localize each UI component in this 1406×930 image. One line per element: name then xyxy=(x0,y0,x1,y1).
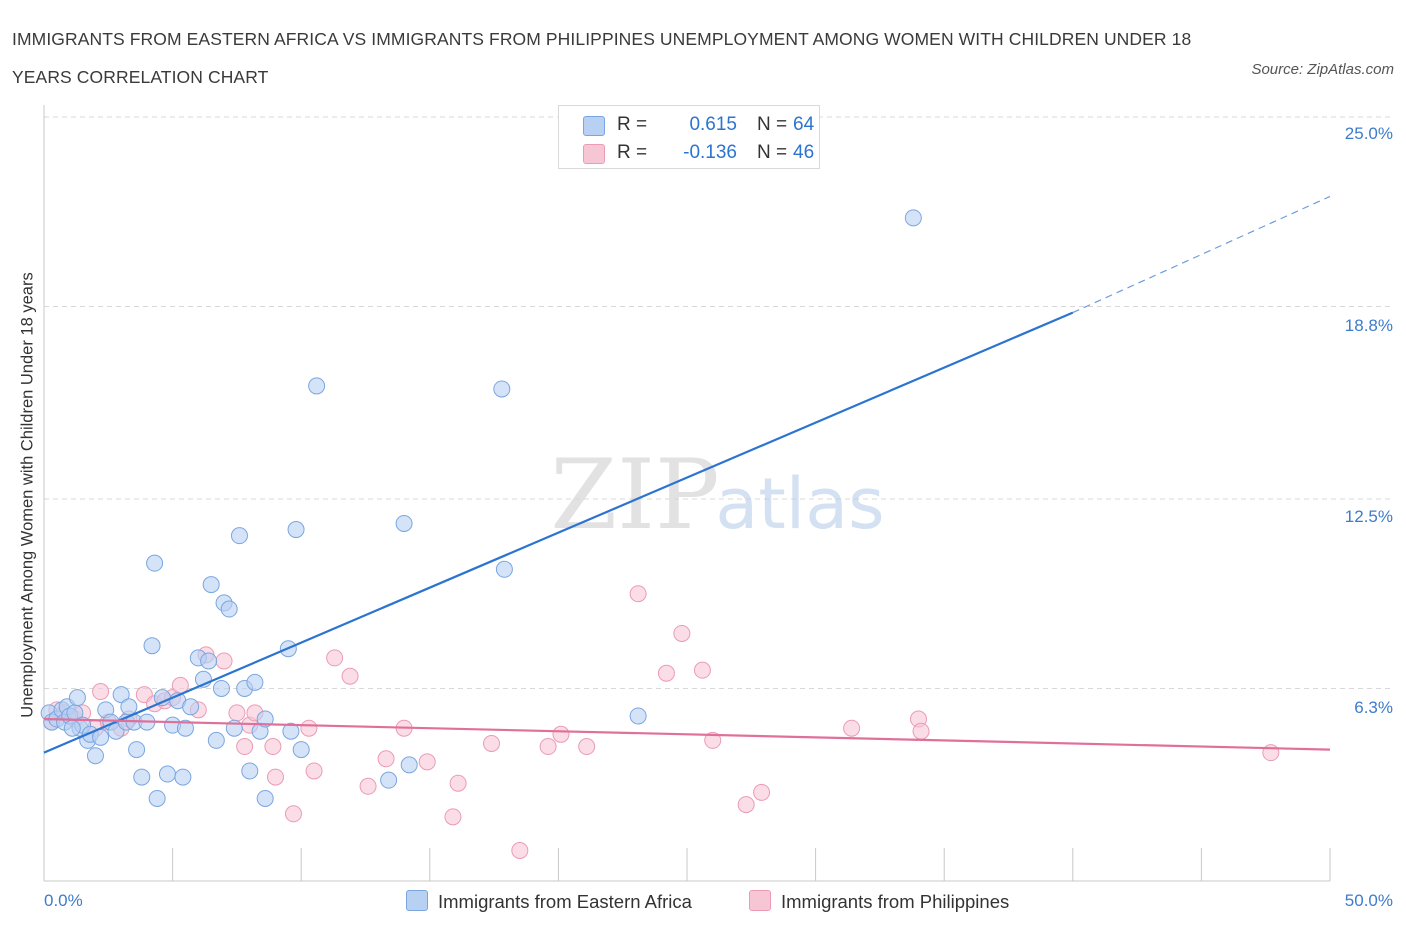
eastern-africa-point xyxy=(230,527,248,545)
legend-label: Immigrants from Philippines xyxy=(781,891,1010,912)
philippines-point xyxy=(284,805,302,823)
eastern-africa-point xyxy=(904,209,922,227)
r-label: R = xyxy=(617,114,648,135)
n-value: 64 xyxy=(793,114,815,135)
philippines-point xyxy=(483,734,501,752)
legend-label: Immigrants from Eastern Africa xyxy=(438,891,692,912)
x-tick-label-min: 0.0% xyxy=(44,891,83,910)
eastern-africa-point xyxy=(308,377,326,395)
philippines-point xyxy=(236,738,254,756)
eastern-africa-point xyxy=(256,789,274,807)
philippines-point xyxy=(539,738,557,756)
philippines-point xyxy=(629,585,647,603)
philippines-point xyxy=(704,731,722,749)
philippines-point xyxy=(215,652,233,670)
legend-item-philippines[interactable]: Immigrants from Philippines xyxy=(749,889,1009,915)
watermark-zip: ZIP xyxy=(550,439,719,551)
eastern-africa-trend-extension xyxy=(1072,195,1331,314)
y-tick-label-6-3: 6.3% xyxy=(1354,698,1393,717)
blue-swatch xyxy=(406,890,428,911)
stats-legend: R = 0.615 N = 64 R = -0.136 N = 46 xyxy=(558,105,820,169)
eastern-africa-point xyxy=(120,698,138,716)
chart-title: IMMIGRANTS FROM EASTERN AFRICA VS IMMIGR… xyxy=(12,29,1192,87)
philippines-point xyxy=(449,774,467,792)
philippines-point xyxy=(693,661,711,679)
philippines-point xyxy=(266,768,284,786)
eastern-africa-point xyxy=(493,380,511,398)
source-label: Source: ZipAtlas.com xyxy=(1251,61,1394,78)
eastern-africa-point xyxy=(220,600,238,618)
watermark: ZIP atlas xyxy=(550,439,884,551)
eastern-africa-point xyxy=(146,554,164,572)
eastern-africa-point xyxy=(380,771,398,789)
philippines-point xyxy=(305,762,323,780)
eastern-africa-trend-line xyxy=(43,311,1074,754)
philippines-point xyxy=(264,738,282,756)
philippines-point xyxy=(843,719,861,737)
y-tick-label-25: 25.0% xyxy=(1344,124,1393,143)
philippines-point xyxy=(912,722,930,740)
eastern-africa-point xyxy=(200,652,218,670)
philippines-trend-line xyxy=(43,717,1331,751)
philippines-point xyxy=(326,649,344,667)
eastern-africa-point xyxy=(282,722,300,740)
eastern-africa-point xyxy=(395,514,413,532)
philippines-point xyxy=(511,841,529,859)
eastern-africa-point xyxy=(202,576,220,594)
eastern-africa-point xyxy=(207,731,225,749)
eastern-africa-point xyxy=(143,637,161,655)
eastern-africa-point xyxy=(158,765,176,783)
watermark-atlas: atlas xyxy=(715,463,884,545)
philippines-point xyxy=(341,667,359,685)
philippines-point xyxy=(753,783,771,801)
eastern-africa-point xyxy=(287,521,305,539)
r-label: R = xyxy=(617,142,648,163)
philippines-point xyxy=(418,753,436,771)
gridlines xyxy=(44,116,1390,689)
eastern-africa-point xyxy=(241,762,259,780)
eastern-africa-point xyxy=(86,747,104,765)
eastern-africa-point xyxy=(495,560,513,578)
eastern-africa-point xyxy=(256,710,274,728)
blue-swatch xyxy=(583,116,605,136)
eastern-africa-point xyxy=(182,698,200,716)
y-tick-label-18-8: 18.8% xyxy=(1344,316,1393,335)
philippines-point xyxy=(92,683,110,701)
philippines-point xyxy=(552,725,570,743)
eastern-africa-point xyxy=(292,741,310,759)
r-value: 0.615 xyxy=(689,114,737,135)
philippines-point xyxy=(578,738,596,756)
philippines-point xyxy=(657,664,675,682)
eastern-africa-point xyxy=(112,686,130,704)
y-tick-label-12-5: 12.5% xyxy=(1344,507,1393,526)
eastern-africa-point xyxy=(174,768,192,786)
philippines-point xyxy=(377,750,395,768)
n-value: 46 xyxy=(793,142,815,163)
trend-lines xyxy=(43,195,1331,754)
eastern-africa-point xyxy=(176,719,194,737)
eastern-africa-point xyxy=(68,689,86,707)
legend-item-eastern-africa[interactable]: Immigrants from Eastern Africa xyxy=(406,889,692,915)
philippines-point xyxy=(673,624,691,642)
philippines-point xyxy=(228,704,246,722)
r-value: -0.136 xyxy=(683,142,737,163)
eastern-africa-point xyxy=(212,679,230,697)
eastern-africa-point xyxy=(148,789,166,807)
pink-swatch xyxy=(749,890,771,911)
eastern-africa-point xyxy=(63,719,81,737)
x-tick-label-max: 50.0% xyxy=(1344,891,1393,910)
philippines-point xyxy=(444,808,462,826)
eastern-africa-point xyxy=(400,756,418,774)
philippines-point xyxy=(359,777,377,795)
pink-swatch xyxy=(583,144,605,164)
philippines-point xyxy=(300,719,318,737)
n-label: N = xyxy=(757,142,788,163)
eastern-africa-point xyxy=(133,768,151,786)
n-label: N = xyxy=(757,114,788,135)
eastern-africa-point xyxy=(246,673,264,691)
philippines-point xyxy=(737,796,755,814)
eastern-africa-point xyxy=(128,741,146,759)
eastern-africa-point xyxy=(629,707,647,725)
